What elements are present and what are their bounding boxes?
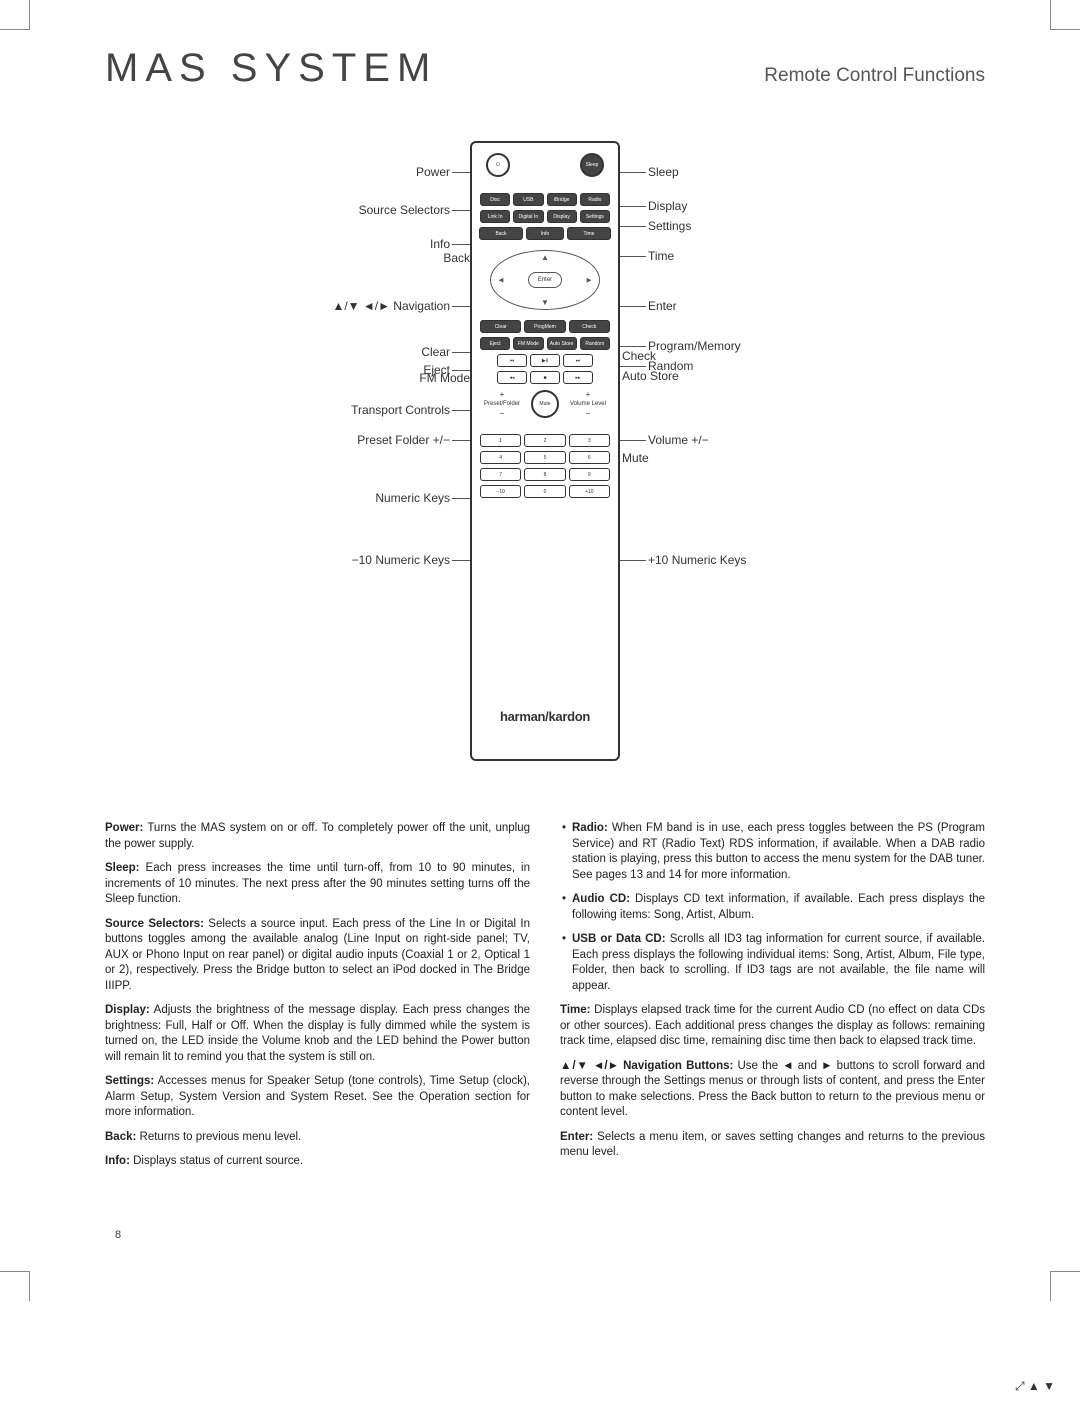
- remote-outline: ⏻ Sleep DiscUSBiBridgeRadio Link InDigit…: [470, 141, 620, 761]
- footer-icons: ⤢ ▲ ▼: [1015, 1379, 1055, 1394]
- mute-button: Mute: [531, 390, 559, 418]
- callout-label: Enter: [648, 299, 677, 313]
- callout-label: +10 Numeric Keys: [648, 553, 746, 567]
- callout-label: Back: [443, 251, 470, 265]
- callout-label: Auto Store: [622, 369, 679, 383]
- sleep-button: Sleep: [580, 153, 604, 177]
- callout-label: ▲/▼ ◄/► Navigation: [332, 299, 450, 313]
- callout-label: Transport Controls: [351, 403, 450, 417]
- enter-button: Enter: [528, 272, 562, 288]
- callout-label: Power: [416, 165, 450, 179]
- callout-label: Clear: [421, 345, 450, 359]
- callout-label: Mute: [622, 451, 649, 465]
- callout-label: Display: [648, 199, 687, 213]
- callout-label: −10 Numeric Keys: [352, 553, 450, 567]
- section-title: Remote Control Functions: [764, 65, 985, 87]
- description-text: Power: Turns the MAS system on or off. T…: [105, 821, 985, 1179]
- callout-label: Info: [430, 237, 450, 251]
- callout-label: Preset Folder +/−: [357, 433, 450, 447]
- remote-diagram: Power Source Selectors InfoBack ▲/▼ ◄/► Nav…: [105, 141, 985, 761]
- page-header: MAS SYSTEM Remote Control Functions: [105, 45, 985, 91]
- callout-label: Volume +/−: [648, 433, 709, 447]
- brand-logo: harman/kardon: [472, 709, 618, 724]
- callout-label: Source Selectors: [359, 203, 450, 217]
- callout-label: Sleep: [648, 165, 679, 179]
- page-number: 8: [115, 1229, 985, 1241]
- nav-pad: ▲▼◄► Enter: [490, 250, 600, 310]
- main-title: MAS SYSTEM: [105, 46, 437, 91]
- callout-label: FM Mode: [419, 371, 470, 385]
- callout-label: Program/Memory: [648, 339, 741, 353]
- power-button: ⏻: [486, 153, 510, 177]
- callout-label: Numeric Keys: [375, 491, 450, 505]
- callout-label: Settings: [648, 219, 691, 233]
- callout-label: Time: [648, 249, 674, 263]
